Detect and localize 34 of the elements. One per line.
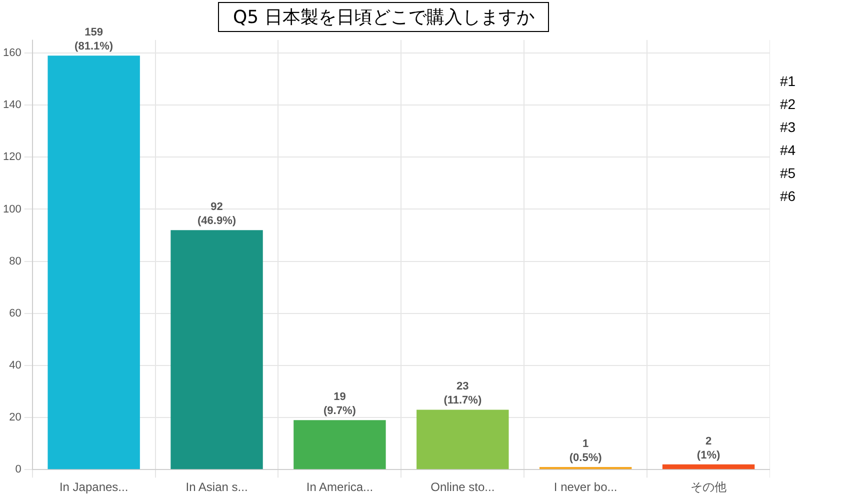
data-label: 2 (1%) bbox=[696, 435, 720, 462]
y-tick-label: 0 bbox=[15, 464, 22, 476]
y-tick-label: 80 bbox=[9, 255, 22, 268]
bar bbox=[662, 464, 755, 470]
data-label: 159 (81.1%) bbox=[74, 26, 114, 53]
text: #6 bbox=[780, 187, 796, 206]
data-label: 92 (46.9%) bbox=[198, 201, 236, 228]
y-tick-label: 40 bbox=[9, 359, 22, 372]
y-tick-label: 120 bbox=[2, 151, 22, 164]
bar bbox=[48, 56, 140, 470]
text: #4 bbox=[780, 141, 796, 160]
bar bbox=[294, 420, 386, 470]
text: #2 bbox=[780, 95, 796, 114]
x-tick-label: Online sto... bbox=[430, 480, 495, 494]
y-tick-label: 100 bbox=[2, 203, 22, 216]
x-tick-label: その他 bbox=[690, 480, 727, 494]
x-tick-label: In Japanes... bbox=[59, 480, 128, 494]
data-label: 19 (9.7%) bbox=[324, 391, 356, 418]
text: #1 bbox=[780, 72, 796, 91]
y-tick-label: 140 bbox=[2, 99, 22, 112]
bar bbox=[539, 466, 632, 470]
bar bbox=[416, 410, 509, 470]
y-tick-label: 60 bbox=[9, 307, 22, 320]
bar bbox=[170, 230, 263, 470]
text: #3 bbox=[780, 118, 796, 137]
x-tick-label: In America... bbox=[306, 480, 374, 494]
data-label: 1 (0.5%) bbox=[569, 438, 602, 464]
chart-title: Q5 日本製を日頃どこで購入しますか bbox=[218, 2, 550, 32]
x-tick-label: In Asian s... bbox=[186, 480, 248, 494]
x-tick-label: I never bo... bbox=[554, 480, 618, 494]
data-label: 23 (11.7%) bbox=[444, 380, 482, 407]
text: #5 bbox=[780, 164, 796, 183]
y-tick-label: 160 bbox=[2, 47, 22, 60]
y-tick-label: 20 bbox=[9, 412, 22, 424]
